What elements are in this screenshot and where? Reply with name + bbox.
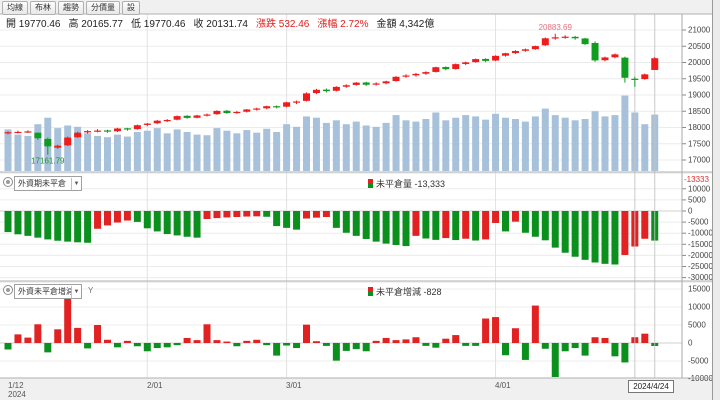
oi-legend: 未平倉量 -13,333 (368, 177, 445, 190)
x-axis-tick-label: 4/01 (495, 381, 511, 390)
legend-candle-icon (368, 287, 373, 296)
svg-text:15000: 15000 (688, 285, 711, 294)
chart-toolbar-tabs: 均線 布林 趨勢 分價量設 (2, 1, 140, 15)
oi-indicator-select-value: 外資期未平倉 (18, 179, 66, 188)
svg-text:-10000: -10000 (688, 229, 713, 238)
scrollbar[interactable] (712, 0, 720, 400)
tab-bollinger[interactable]: 布林 (30, 1, 56, 15)
svg-text:18000: 18000 (688, 123, 711, 132)
quote-item: 低 19770.46 (131, 19, 186, 30)
legend-candle-icon (368, 179, 373, 188)
quote-item: 收 20131.74 (193, 19, 249, 30)
indicator-settings-icon[interactable] (3, 177, 13, 187)
dropdown-arrow-icon[interactable]: ▼ (71, 177, 81, 190)
quote-item: 高 20165.77 (68, 19, 124, 30)
svg-text:0: 0 (688, 339, 693, 348)
dropdown-arrow-icon[interactable]: ▼ (71, 285, 81, 298)
tab-ma[interactable]: 均線 (2, 1, 28, 15)
oi-indicator-select[interactable]: 外資期未平倉 ▼ (14, 176, 82, 191)
svg-text:20500: 20500 (688, 42, 711, 51)
svg-text:-30000: -30000 (688, 273, 713, 282)
svg-text:20883.69: 20883.69 (539, 23, 573, 32)
svg-text:17500: 17500 (688, 139, 711, 148)
svg-text:5000: 5000 (688, 321, 706, 330)
tab-price-volume[interactable]: 分價量 (86, 1, 120, 15)
x-axis-tick-label: 2/01 (147, 381, 163, 390)
latest-value-tag: -13333 (684, 175, 709, 184)
svg-text:-5000: -5000 (688, 357, 709, 366)
svg-text:21000: 21000 (688, 26, 711, 35)
svg-text:10000: 10000 (688, 303, 711, 312)
svg-text:17000: 17000 (688, 156, 711, 165)
quote-item: 漲跌 532.46 (256, 19, 310, 30)
quote-item: 漲幅 2.72% (317, 19, 369, 30)
svg-text:0: 0 (688, 207, 693, 216)
date-box: 2024/4/24 (628, 380, 674, 393)
svg-text:19000: 19000 (688, 91, 711, 100)
panel-extra-label: Y (88, 286, 94, 295)
indicator-settings-icon[interactable] (3, 285, 13, 295)
svg-text:18500: 18500 (688, 107, 711, 116)
svg-text:19500: 19500 (688, 74, 711, 83)
oi-change-indicator-select[interactable]: 外資未平倉增減 ▼ (14, 284, 82, 299)
x-axis-tick-label: 3/01 (286, 381, 302, 390)
tab-settings[interactable]: 設 (122, 1, 140, 15)
svg-text:-5000: -5000 (688, 218, 709, 227)
quote-item: 金額 4,342億 (376, 19, 435, 30)
svg-text:10000: 10000 (688, 184, 711, 193)
quote-bar: 開 19770.46 高 20165.77 低 19770.46 收 20131.74… (6, 15, 434, 30)
svg-text:-15000: -15000 (688, 240, 713, 249)
tab-trend[interactable]: 趨勢 (58, 1, 84, 15)
oi-change-legend-label: 未平倉增減 -828 (376, 287, 442, 297)
quote-item: 開 19770.46 (6, 19, 61, 30)
svg-text:20000: 20000 (688, 58, 711, 67)
svg-text:-20000: -20000 (688, 251, 713, 260)
x-axis-year-label: 2024 (8, 390, 26, 399)
svg-text:-25000: -25000 (688, 262, 713, 271)
oi-legend-label: 未平倉量 -13,333 (376, 179, 446, 189)
svg-text:5000: 5000 (688, 195, 706, 204)
oi-change-indicator-select-value: 外資未平倉增減 (18, 287, 71, 296)
svg-text:17161.79: 17161.79 (31, 157, 65, 166)
oi-change-legend: 未平倉增減 -828 (368, 285, 442, 298)
x-axis-tick-label: 1/12 (8, 381, 24, 390)
